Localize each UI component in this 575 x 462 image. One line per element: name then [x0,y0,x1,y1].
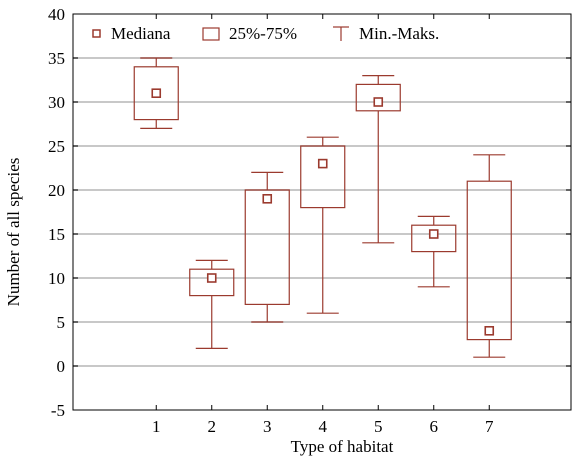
y-tick-label: 15 [48,225,65,244]
median-marker [484,325,495,336]
y-tick-label: 5 [57,313,66,332]
box-group [466,154,512,358]
iqr-box [133,66,179,121]
x-tick-label: 7 [485,417,494,436]
box-group [355,74,401,244]
y-axis-label: Number of all species [4,158,23,307]
box-group [300,136,346,314]
grid-lines [73,57,571,367]
median-marker [262,194,273,204]
median-marker [373,97,384,107]
box-group [411,215,457,288]
y-axis-ticks: -5 0 5 10 15 20 25 30 35 40 [48,5,571,420]
box-series [133,57,512,358]
legend-whisker-symbol [333,26,349,41]
plot-frame [72,13,572,411]
y-tick-label: 40 [48,5,65,24]
y-tick-label: 10 [48,269,65,288]
x-tick-label: 3 [263,417,272,436]
iqr-box [300,145,346,209]
legend-box-symbol [202,27,220,41]
box-group [189,259,235,349]
legend-median-symbol [92,29,101,38]
iqr-box [189,268,235,297]
y-tick-label: 20 [48,181,65,200]
y-tick-label: 30 [48,93,65,112]
median-marker [206,273,217,283]
legend-whisker-label: Min.-Maks. [359,24,439,43]
legend-box-label: 25%-75% [229,24,297,43]
x-tick-label: 4 [319,417,328,436]
legend: Mediana 25%-75% Min.-Maks. [92,24,439,43]
x-tick-label: 2 [208,417,217,436]
box-group [244,171,290,323]
median-marker [151,88,162,98]
x-axis-ticks: 1 2 3 4 5 6 7 [152,14,494,436]
median-marker [428,229,439,239]
median-marker [317,158,328,169]
x-axis-label: Type of habitat [291,437,394,456]
axes [72,13,572,411]
y-tick-label: 35 [48,49,65,68]
x-tick-label: 1 [152,417,161,436]
iqr-box [466,180,512,341]
box-group [133,57,179,129]
y-tick-label: -5 [51,401,65,420]
legend-median-label: Mediana [111,24,171,43]
iqr-box [355,83,401,112]
x-tick-label: 5 [374,417,383,436]
y-tick-label: 0 [57,357,66,376]
x-tick-label: 6 [430,417,439,436]
iqr-box [411,224,457,253]
iqr-box [244,189,290,306]
y-tick-label: 25 [48,137,65,156]
